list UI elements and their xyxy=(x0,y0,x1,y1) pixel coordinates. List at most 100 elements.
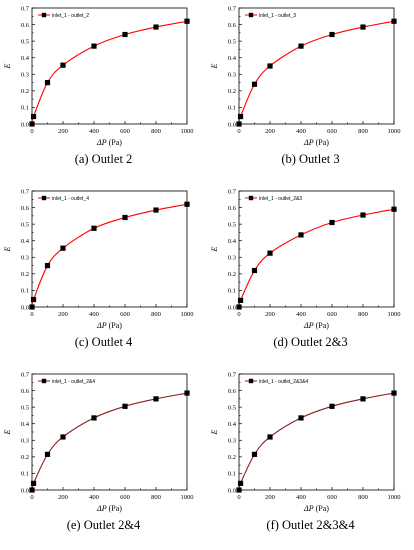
legend-marker xyxy=(248,378,254,384)
y-tick-label: 0.6 xyxy=(21,22,30,29)
x-tick-label: 600 xyxy=(120,128,130,135)
chart-svg-a: 0 200 400 600 800 1000 0.0 0.1 0.2 0.3 0.4 0.5 0.6 0.… xyxy=(3,5,194,147)
x-tick-label: 0 xyxy=(237,494,240,501)
y-tick-label: 0.5 xyxy=(228,38,236,45)
y-tick-label: 0.5 xyxy=(228,221,236,228)
data-point xyxy=(329,31,335,38)
y-tick-label: 0.3 xyxy=(228,72,236,79)
x-tick-label: 400 xyxy=(296,128,306,135)
y-tick-label: 0.6 xyxy=(21,205,30,212)
y-tick-label: 0.4 xyxy=(21,421,30,428)
y-axis-label: E xyxy=(210,429,219,435)
x-axis-label: ΔP (Pa) xyxy=(96,504,122,513)
data-point xyxy=(237,113,244,120)
chart-svg-c: 0 200 400 600 800 1000 0.0 0.1 0.2 0.3 0.4 0.5 0.6 0.… xyxy=(3,188,194,330)
chart-svg-e: 0 200 400 600 800 1000 0.0 0.1 0.2 0.3 0.4 0.5 0.6 0.… xyxy=(3,371,194,513)
panel-caption: (d) Outlet 2&3 xyxy=(273,335,348,349)
data-point xyxy=(184,390,190,396)
panel-caption: (b) Outlet 3 xyxy=(281,152,340,166)
data-point xyxy=(153,207,159,213)
y-tick-label: 0.1 xyxy=(21,288,29,295)
data-point xyxy=(184,201,190,207)
x-tick-label: 800 xyxy=(151,311,161,318)
y-tick-label: 0.1 xyxy=(228,471,236,478)
x-tick-label: 600 xyxy=(120,494,130,501)
x-axis-label: ΔP (Pa) xyxy=(303,504,329,513)
y-tick-label: 0.7 xyxy=(21,5,30,12)
data-point xyxy=(298,415,304,421)
x-tick-label: 200 xyxy=(58,128,68,135)
data-point xyxy=(391,206,397,212)
data-point xyxy=(60,434,66,440)
legend-label: inlet_1 - outlet_2&4 xyxy=(52,379,95,385)
data-point xyxy=(251,81,258,87)
x-axis-label: ΔP (Pa) xyxy=(303,321,329,330)
data-point xyxy=(391,390,397,396)
x-tick-label: 200 xyxy=(58,494,68,501)
data-point xyxy=(91,43,97,49)
panel-caption: (f) Outlet 2&3&4 xyxy=(266,518,355,532)
y-tick-label: 0.6 xyxy=(228,205,237,212)
y-tick-label: 0.7 xyxy=(228,371,237,378)
data-point xyxy=(44,79,51,86)
data-point xyxy=(60,245,66,251)
x-axis-label: ΔP (Pa) xyxy=(96,321,122,330)
data-point xyxy=(236,487,242,493)
x-axis-label: ΔP (Pa) xyxy=(96,138,122,147)
panel-caption: (a) Outlet 2 xyxy=(74,152,133,166)
y-tick-label: 0.1 xyxy=(228,288,236,295)
x-tick-label: 0 xyxy=(237,311,240,318)
data-point xyxy=(122,31,128,38)
data-point xyxy=(29,121,35,127)
data-point xyxy=(44,451,51,457)
y-tick-label: 0.1 xyxy=(21,105,29,112)
chart-panel-f: 0 200 400 600 800 1000 0.0 0.1 0.2 0.3 0.4 0.5 0.6 0.… xyxy=(207,366,414,549)
data-point xyxy=(29,304,35,310)
chart-panel-c: 0 200 400 600 800 1000 0.0 0.1 0.2 0.3 0.4 0.5 0.6 0.… xyxy=(0,183,207,366)
y-tick-label: 0.0 xyxy=(21,304,29,311)
y-tick-label: 0.0 xyxy=(228,487,236,494)
y-tick-label: 0.2 xyxy=(228,454,236,461)
x-tick-label: 800 xyxy=(358,311,368,318)
x-tick-label: 1000 xyxy=(388,494,401,501)
legend-label: inlet_1 - outlet_4 xyxy=(52,196,89,202)
y-tick-label: 0.5 xyxy=(21,404,29,411)
data-point xyxy=(251,451,258,457)
x-tick-label: 200 xyxy=(58,311,68,318)
data-point xyxy=(329,219,335,226)
y-tick-label: 0.2 xyxy=(21,88,29,95)
y-tick-label: 0.4 xyxy=(21,238,30,245)
chart-panel-b: 0 200 400 600 800 1000 0.0 0.1 0.2 0.3 0.4 0.5 0.6 0.… xyxy=(207,0,414,183)
y-tick-label: 0.7 xyxy=(228,188,237,195)
y-tick-label: 0.3 xyxy=(21,255,29,262)
y-tick-label: 0.0 xyxy=(228,121,236,128)
data-point xyxy=(91,225,97,231)
data-point xyxy=(60,62,66,68)
y-axis-label: E xyxy=(3,63,12,69)
chart-panel-a: 0 200 400 600 800 1000 0.0 0.1 0.2 0.3 0.4 0.5 0.6 0.… xyxy=(0,0,207,183)
legend-label: inlet_1 - outlet_2 xyxy=(52,13,89,19)
y-axis-label: E xyxy=(3,246,12,252)
fit-curve xyxy=(238,392,395,491)
fit-curve xyxy=(238,208,395,308)
y-tick-label: 0.2 xyxy=(228,271,236,278)
data-point xyxy=(267,250,273,256)
panel-caption: (c) Outlet 4 xyxy=(74,335,133,349)
x-tick-label: 1000 xyxy=(181,311,194,318)
x-tick-label: 400 xyxy=(89,128,99,135)
x-tick-label: 1000 xyxy=(181,494,194,501)
data-point xyxy=(122,214,128,221)
data-point xyxy=(360,212,366,218)
plot-frame xyxy=(238,373,395,491)
y-tick-label: 0.3 xyxy=(21,72,29,79)
y-tick-label: 0.1 xyxy=(21,471,29,478)
x-tick-label: 400 xyxy=(89,311,99,318)
chart-panel-e: 0 200 400 600 800 1000 0.0 0.1 0.2 0.3 0.4 0.5 0.6 0.… xyxy=(0,366,207,549)
x-tick-label: 800 xyxy=(358,494,368,501)
data-point xyxy=(236,304,242,310)
y-tick-label: 0.4 xyxy=(228,55,237,62)
fit-curve xyxy=(31,203,188,308)
x-tick-label: 0 xyxy=(237,128,240,135)
x-tick-label: 800 xyxy=(358,128,368,135)
fit-curve xyxy=(238,20,395,125)
